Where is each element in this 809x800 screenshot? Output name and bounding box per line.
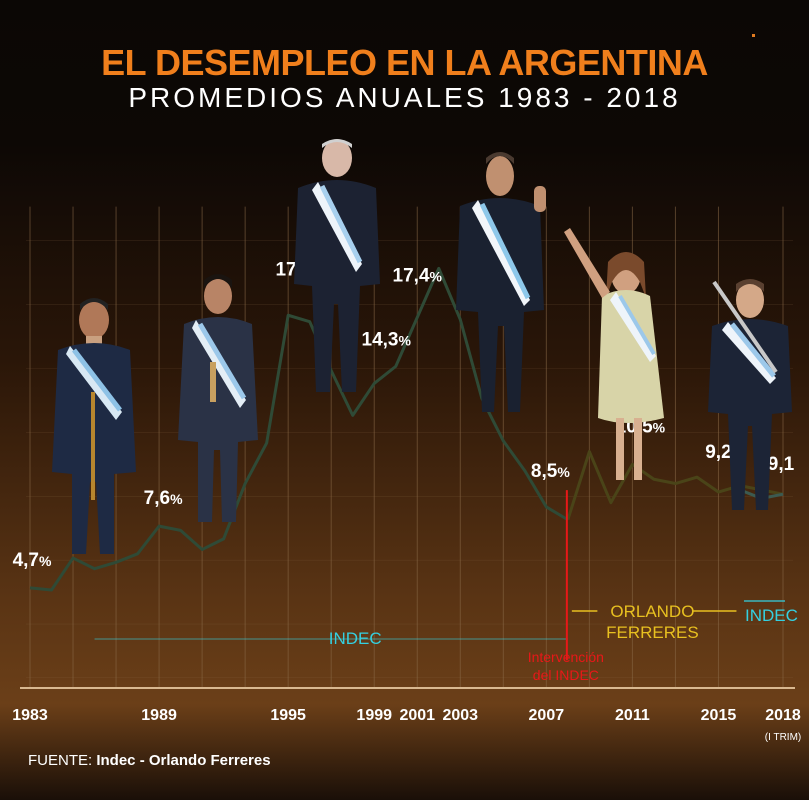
x-tick-label: 2003 [442, 707, 478, 724]
data-label: 9,2 [705, 442, 731, 463]
data-label: 4,7% [13, 550, 52, 571]
chart-title: EL DESEMPLEO EN LA ARGENTINA [101, 42, 708, 83]
intervention-label-line2: del INDEC [533, 667, 599, 683]
intervention-label-line1: Intervención [528, 649, 604, 665]
data-label: 17,4% [393, 265, 443, 286]
data-label: 14,3% [362, 329, 412, 350]
x-tick-label: 2007 [529, 707, 565, 724]
president-figure-2 [178, 274, 258, 522]
data-label: 8,5% [531, 461, 570, 482]
ferreres-label-line2: FERRERES [606, 623, 699, 642]
x-tick-label: 2015 [701, 707, 737, 724]
chart-subtitle: PROMEDIOS ANUALES 1983 - 2018 [128, 82, 681, 113]
x-tick-note: (I TRIM) [765, 732, 801, 743]
x-tick-label: 2001 [399, 707, 435, 724]
decorative-dot [752, 34, 755, 37]
president-figure-5 [564, 228, 664, 480]
x-tick-label: 2018 [765, 707, 801, 724]
series-line-0 [29, 266, 569, 592]
series-line-1 [566, 450, 784, 521]
x-tick-label: 1989 [141, 707, 177, 724]
data-label: 9,1 [768, 454, 795, 475]
x-tick-label: 1983 [12, 707, 48, 724]
president-figure-3 [294, 139, 380, 392]
president-figure-6 [708, 279, 792, 510]
data-label: 7,6% [144, 488, 183, 509]
indec-label-2: INDEC [745, 606, 798, 625]
president-figure-1 [52, 298, 136, 554]
president-figure-4 [456, 152, 546, 412]
indec-label: INDEC [329, 629, 382, 648]
source-name: Indec - Orlando Ferreres [96, 752, 271, 769]
source-note: FUENTE: Indec - Orlando Ferreres [28, 752, 271, 769]
x-tick-label: 2011 [615, 707, 650, 724]
x-tick-label: 1995 [270, 707, 306, 724]
ferreres-label-line1: ORLANDO [610, 602, 694, 621]
x-tick-label: 1999 [356, 707, 392, 724]
